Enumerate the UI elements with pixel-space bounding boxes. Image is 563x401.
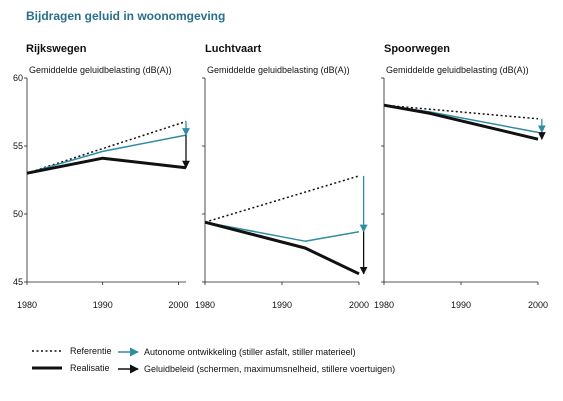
series-referentie: [26, 120, 187, 174]
legend: Referentie Realisatie Autonome ontwikkel…: [32, 346, 395, 374]
panel-1: Rijkswegen Gemiddelde geluidbelasting (dB…: [13, 43, 190, 310]
panel-ylabel: Gemiddelde geluidbelasting (dB(A)): [386, 65, 529, 75]
x-tick-label: 2000: [528, 300, 548, 310]
x-tick-label: 1990: [93, 300, 113, 310]
legend-referentie-label: Referentie: [70, 346, 112, 356]
panel-title: Rijkswegen: [26, 43, 87, 55]
legend-realisatie-label: Realisatie: [70, 363, 110, 373]
x-tick-label: 1990: [272, 300, 292, 310]
y-tick-label: 45: [13, 277, 23, 287]
panel-3: Spoorwegen Gemiddelde geluidbelasting (dB…: [374, 43, 548, 310]
panel-ylabel: Gemiddelde geluidbelasting (dB(A)): [29, 65, 172, 75]
y-tick-label: 60: [13, 73, 23, 83]
y-tick-label: 55: [13, 141, 23, 151]
x-tick-label: 2000: [349, 300, 369, 310]
panel-title: Spoorwegen: [384, 43, 450, 55]
y-tick-label: 50: [13, 209, 23, 219]
legend-geluidbeleid-label: Geluidbeleid (schermen, maximumsnelheid,…: [144, 364, 395, 374]
x-tick-label: 1980: [17, 300, 37, 310]
x-tick-label: 1990: [451, 300, 471, 310]
chart-title: Bijdragen geluid in woonomgeving: [26, 9, 225, 23]
series-autonome-ontwikkeling: [204, 221, 360, 242]
x-tick-label: 2000: [168, 300, 188, 310]
series-realisatie: [26, 156, 187, 175]
series-realisatie: [204, 220, 360, 276]
panel-2: Luchtvaart Gemiddelde geluidbelasting (dB…: [195, 43, 369, 310]
x-tick-label: 1980: [195, 300, 215, 310]
series-referentie: [383, 104, 539, 120]
series-referentie: [204, 175, 360, 223]
legend-autonome-label: Autonome ontwikkeling (stiller asfalt, s…: [144, 347, 356, 357]
panel-ylabel: Gemiddelde geluidbelasting (dB(A)): [207, 65, 350, 75]
series-autonome-ontwikkeling: [26, 134, 187, 174]
panel-title: Luchtvaart: [205, 43, 262, 55]
series-realisatie: [383, 103, 539, 141]
x-tick-label: 1980: [374, 300, 394, 310]
